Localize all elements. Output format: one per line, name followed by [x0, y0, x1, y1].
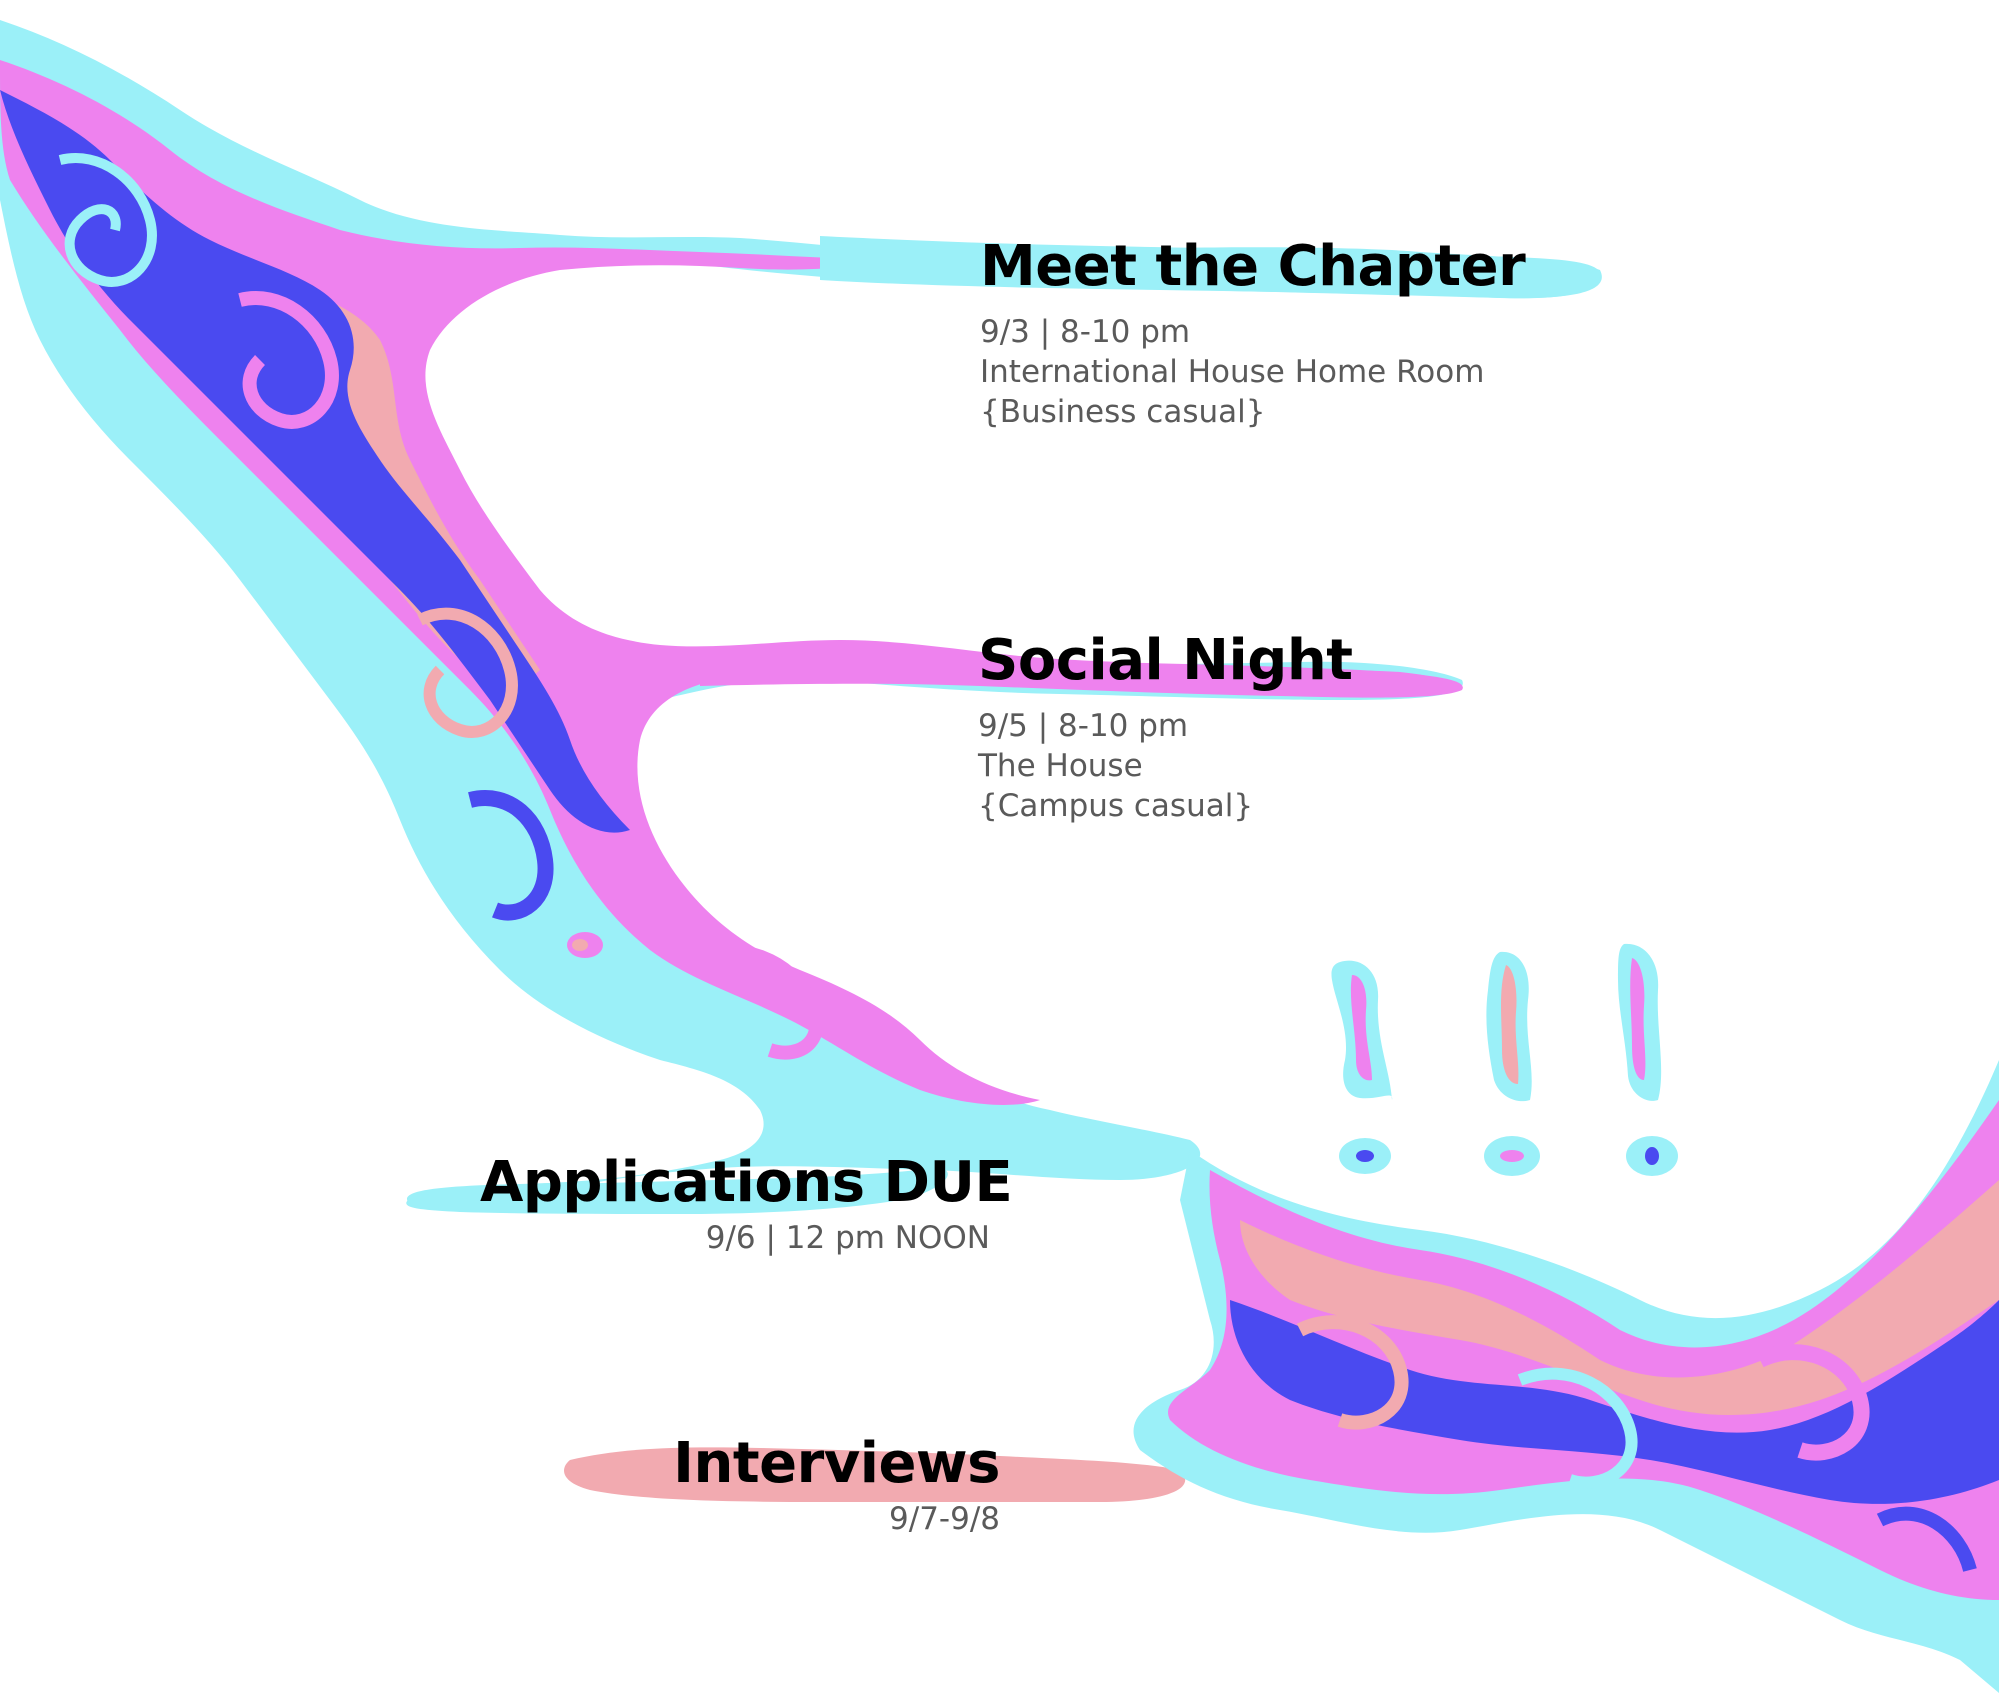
event-meet-the-chapter: Meet the Chapter 9/3 | 8-10 pm Internati… — [980, 234, 1526, 432]
event-title: Interviews — [673, 1431, 1000, 1496]
exclamation-1-core — [1350, 975, 1372, 1081]
ribbon-lower-swirl-1 — [1296, 1315, 1409, 1430]
exclamation-marks — [1331, 943, 1678, 1176]
exclamation-1-dot-core — [1356, 1150, 1374, 1162]
meet-chapter-stroke — [820, 236, 1601, 299]
exclamation-2-core — [1501, 965, 1519, 1084]
event-title: Meet the Chapter — [980, 234, 1526, 299]
ribbon-upper-blue — [0, 90, 630, 833]
event-interviews: Interviews 9/7-9/8 — [600, 1433, 1000, 1539]
ribbon-lower-swirl-3 — [1756, 1344, 1870, 1461]
event-social-night: Social Night 9/5 | 8-10 pm The House {Ca… — [978, 628, 1353, 826]
exclamation-3-core — [1630, 958, 1646, 1080]
event-date-time: 9/3 | 8-10 pm — [980, 313, 1191, 350]
ribbon-swirl-2 — [238, 291, 339, 429]
applications-stroke — [406, 1168, 948, 1214]
social-night-stroke — [700, 652, 1463, 698]
event-date-time: 9/5 | 8-10 pm — [978, 707, 1189, 744]
ribbon-blob-2 — [572, 939, 588, 951]
event-title: Social Night — [978, 628, 1353, 693]
event-dress-code: {Campus casual} — [978, 787, 1254, 824]
event-date-time: 9/6 | 12 pm NOON — [705, 1219, 990, 1256]
exclamation-3-dot-core — [1645, 1147, 1659, 1165]
ribbon-swirl-5 — [696, 945, 824, 1060]
event-applications-due: Applications DUE 9/6 | 12 pm NOON — [480, 1150, 1013, 1258]
event-title: Applications DUE — [480, 1150, 1013, 1215]
exclamation-2-dot-core — [1500, 1150, 1524, 1162]
event-location: The House — [978, 747, 1143, 784]
event-dress-code: {Business casual} — [980, 393, 1266, 430]
event-dates: 9/7-9/8 — [889, 1500, 1000, 1537]
ribbon-swirl-4 — [468, 790, 554, 921]
ribbon-swirl-1 — [58, 153, 157, 287]
ribbon-lower-swirl-2 — [1517, 1367, 1638, 1489]
ribbon-swirl-3 — [417, 607, 518, 738]
ribbon-lower-swirl-4 — [1876, 1506, 1977, 1573]
interviews-stroke — [564, 1447, 1186, 1502]
event-location: International House Home Room — [980, 353, 1485, 390]
